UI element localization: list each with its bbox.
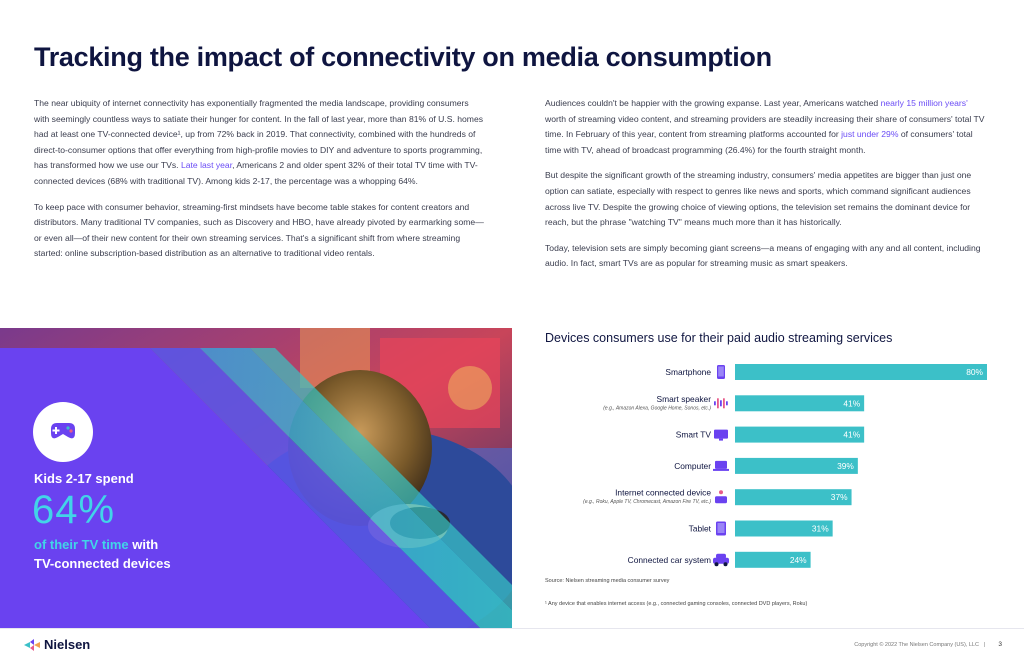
left-paragraph-2: To keep pace with consumer behavior, str… <box>34 200 484 262</box>
inline-link[interactable]: Late last year <box>180 160 233 171</box>
copyright-text: Copyright © 2022 The Nielsen Company (US… <box>854 642 979 648</box>
page-title: Tracking the impact of connectivity on m… <box>34 42 772 72</box>
category-sublabel: (e.g., Roku, Apple TV, Chromecast, Amazo… <box>583 499 711 505</box>
tablet-icon <box>716 521 726 536</box>
smartphone-icon <box>717 365 725 379</box>
bar-value-label: 80% <box>966 367 983 377</box>
smart-tv-icon <box>714 429 728 441</box>
bar-smart-tv <box>735 426 865 443</box>
category-label: Internet connected device <box>615 488 711 498</box>
connected-device-icon <box>715 490 727 504</box>
bar-value-label: 41% <box>843 398 860 408</box>
hero-caption-bottom: TV-connected devices <box>34 556 171 571</box>
category-label: Connected car system <box>628 555 711 565</box>
hero-caption-middle: of their TV time with <box>34 537 158 552</box>
right-paragraph-1: Audiences couldn't be happier with the g… <box>545 96 985 158</box>
inline-link[interactable]: just under 29% <box>841 129 899 140</box>
hero-panel: Kids 2-17 spend 64% of their TV time wit… <box>0 328 512 628</box>
text-run: of consumers' total time with TV, ahead … <box>545 129 973 155</box>
bar-tablet <box>735 520 833 537</box>
footer-separator: | <box>983 642 985 648</box>
hero-percentage: 64% <box>32 488 116 532</box>
car-icon <box>713 553 729 567</box>
bar-internet-connected-device <box>735 489 852 506</box>
hero-photo <box>0 328 512 628</box>
category-label: Tablet <box>689 524 712 534</box>
chart-title: Devices consumers use for their paid aud… <box>545 331 893 345</box>
bar-value-label: 24% <box>790 555 807 565</box>
category-sublabel: (e.g., Amazon Alexa, Google Home, Sonos,… <box>603 405 711 411</box>
category-label: Smartphone <box>665 367 711 377</box>
left-paragraph-1: The near ubiquity of internet connectivi… <box>34 96 484 190</box>
text-run: , Americans 2 and older spent 32% of the… <box>34 160 478 186</box>
text-run: , up from 72% back in 2019. That connect… <box>34 129 483 171</box>
right-paragraph-3: Today, television sets are simply becomi… <box>545 241 985 272</box>
bar-value-label: 37% <box>831 492 848 502</box>
text-run: Today, television sets are simply becomi… <box>545 242 981 269</box>
text-run: ¹ <box>177 129 181 140</box>
footnote: ¹ Any device that enables internet acces… <box>545 601 808 607</box>
game-controller-icon <box>51 423 75 439</box>
left-column: The near ubiquity of internet connectivi… <box>34 96 484 272</box>
category-label: Smart TV <box>676 430 712 440</box>
page-number: 3 <box>998 641 1002 648</box>
bar-value-label: 31% <box>812 524 829 534</box>
right-paragraph-2: But despite the significant growth of th… <box>545 168 985 230</box>
nielsen-logo[interactable]: Nielsen <box>24 637 90 652</box>
bar-smart-speaker <box>735 395 865 412</box>
bar-value-label: 39% <box>837 461 854 471</box>
right-column: Audiences couldn't be happier with the g… <box>545 96 985 282</box>
smart-speaker-icon <box>714 398 728 409</box>
copyright: Copyright © 2022 The Nielsen Company (US… <box>854 642 985 648</box>
device-usage-chart: Smartphone 80% Smart speaker(e.g., Amazon … <box>583 364 987 568</box>
nielsen-mark-icon <box>24 638 40 651</box>
hero-caption-middle-rest: with <box>128 537 159 552</box>
chart-source: Source: Nielsen streaming media consumer… <box>545 578 670 584</box>
footer-divider <box>0 628 1024 629</box>
hero-highlight: of their TV time <box>34 537 129 552</box>
text-run: worth of streaming video content, and st… <box>545 113 985 140</box>
text-run: To keep pace with consumer behavior, str… <box>34 201 484 259</box>
computer-icon <box>713 460 729 471</box>
bar-connected-car-system <box>735 551 811 568</box>
text-run: But despite the significant growth of th… <box>545 170 972 228</box>
hero-caption-top: Kids 2-17 spend <box>34 471 134 486</box>
bar-smartphone <box>735 364 987 380</box>
bar-value-label: 41% <box>843 430 860 440</box>
text-run: The near ubiquity of internet connectivi… <box>34 98 484 140</box>
category-label: Smart speaker <box>657 394 712 404</box>
category-label: Computer <box>674 461 711 471</box>
bar-computer <box>735 457 858 474</box>
nielsen-wordmark: Nielsen <box>44 637 91 652</box>
hero-icon-badge <box>33 402 93 462</box>
inline-link[interactable]: nearly 15 million years' <box>880 98 968 108</box>
text-run: Audiences couldn't be happier with the g… <box>545 98 881 108</box>
